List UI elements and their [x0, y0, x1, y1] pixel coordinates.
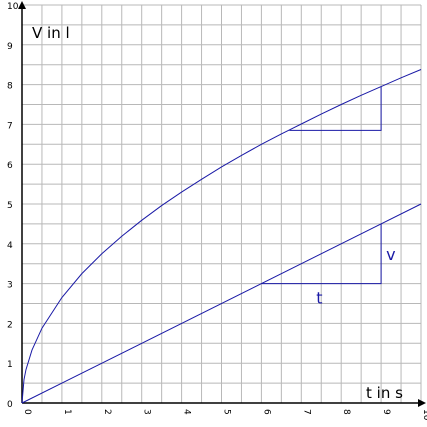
x-tick-label: 9 [381, 409, 391, 415]
x-tick-label: 3 [142, 409, 152, 415]
slope-label-t: t [316, 289, 322, 308]
x-axis-label: t in s [366, 384, 403, 402]
y-tick-label: 1 [7, 360, 13, 370]
y-tick-label: 3 [7, 281, 13, 291]
axes [18, 1, 426, 407]
y-tick-label: 2 [7, 320, 13, 330]
series-group [21, 69, 422, 404]
y-tick-label: 10 [7, 2, 19, 12]
y-tick-label: 5 [7, 201, 13, 211]
x-axis-arrow [418, 399, 426, 407]
y-tick-label: 0 [7, 400, 13, 410]
x-tick-label: 0 [22, 409, 32, 415]
x-tick-label: 4 [182, 409, 192, 415]
series-line-2 [21, 203, 422, 404]
annotation-group: tv [261, 86, 396, 308]
y-tick-label: 6 [7, 161, 13, 171]
y-tick-label: 4 [7, 241, 13, 251]
y-axis-arrow [18, 1, 26, 9]
x-tick-label: 10 [421, 409, 427, 421]
x-tick-label: 2 [102, 409, 112, 415]
slope-label-v: v [386, 245, 395, 264]
x-tick-label: 6 [261, 409, 271, 415]
slope-triangle-2 [289, 86, 382, 131]
tick-labels: 0 1 2 3 4 5 6 7 8 9 10 0 1 2 3 4 5 6 7 8 9 10 [7, 2, 427, 421]
grid [21, 4, 422, 404]
series-line-1 [21, 69, 422, 404]
y-axis-label: V in l [32, 24, 70, 42]
x-tick-label: 1 [62, 409, 72, 415]
x-tick-label: 7 [301, 409, 311, 415]
x-tick-label: 8 [341, 409, 351, 415]
y-tick-label: 7 [7, 121, 13, 131]
y-tick-label: 9 [7, 42, 13, 52]
y-tick-label: 8 [7, 82, 13, 92]
x-tick-label: 5 [222, 409, 232, 415]
slope-triangle-1 [261, 223, 382, 285]
